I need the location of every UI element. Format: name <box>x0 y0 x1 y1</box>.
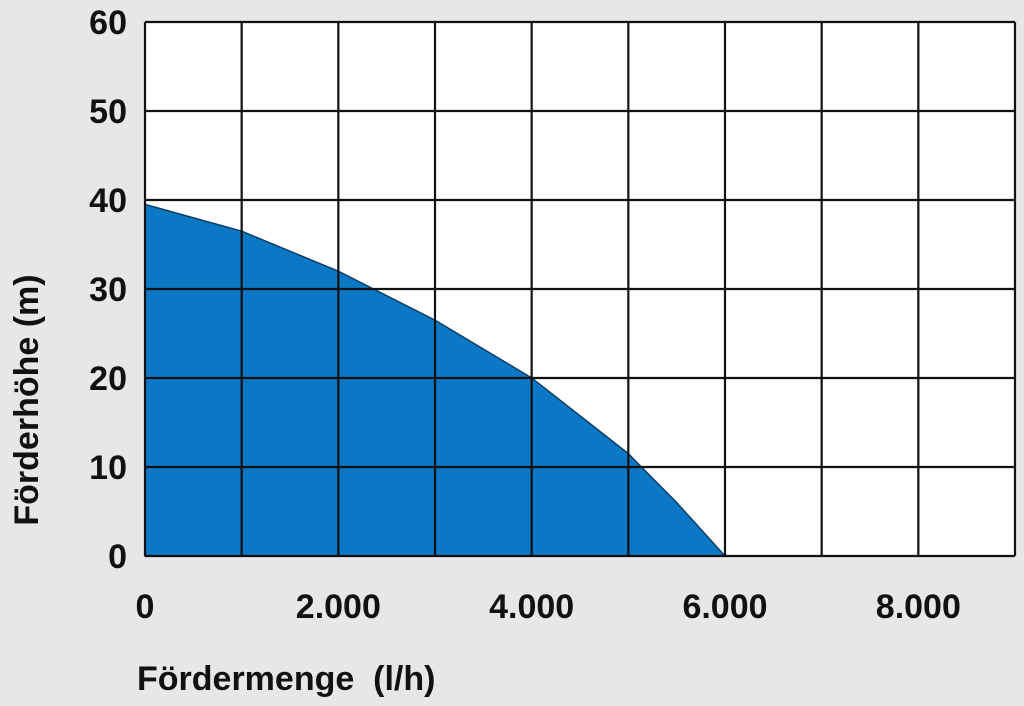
y-tick-label: 50 <box>89 93 127 131</box>
x-tick-label: 6.000 <box>682 588 767 626</box>
x-tick-label: 8.000 <box>876 588 961 626</box>
y-tick-label: 10 <box>89 449 127 487</box>
x-axis-label: Fördermenge (l/h) <box>137 660 435 698</box>
x-tick-label: 2.000 <box>296 588 381 626</box>
y-tick-label: 20 <box>89 360 127 398</box>
y-axis-label: Förderhöhe (m) <box>8 274 46 525</box>
x-tick-label: 0 <box>136 588 155 626</box>
y-tick-label: 60 <box>89 4 127 42</box>
y-tick-label: 30 <box>89 271 127 309</box>
y-tick-label: 0 <box>108 538 127 576</box>
x-tick-label: 4.000 <box>489 588 574 626</box>
y-tick-label: 40 <box>89 182 127 220</box>
